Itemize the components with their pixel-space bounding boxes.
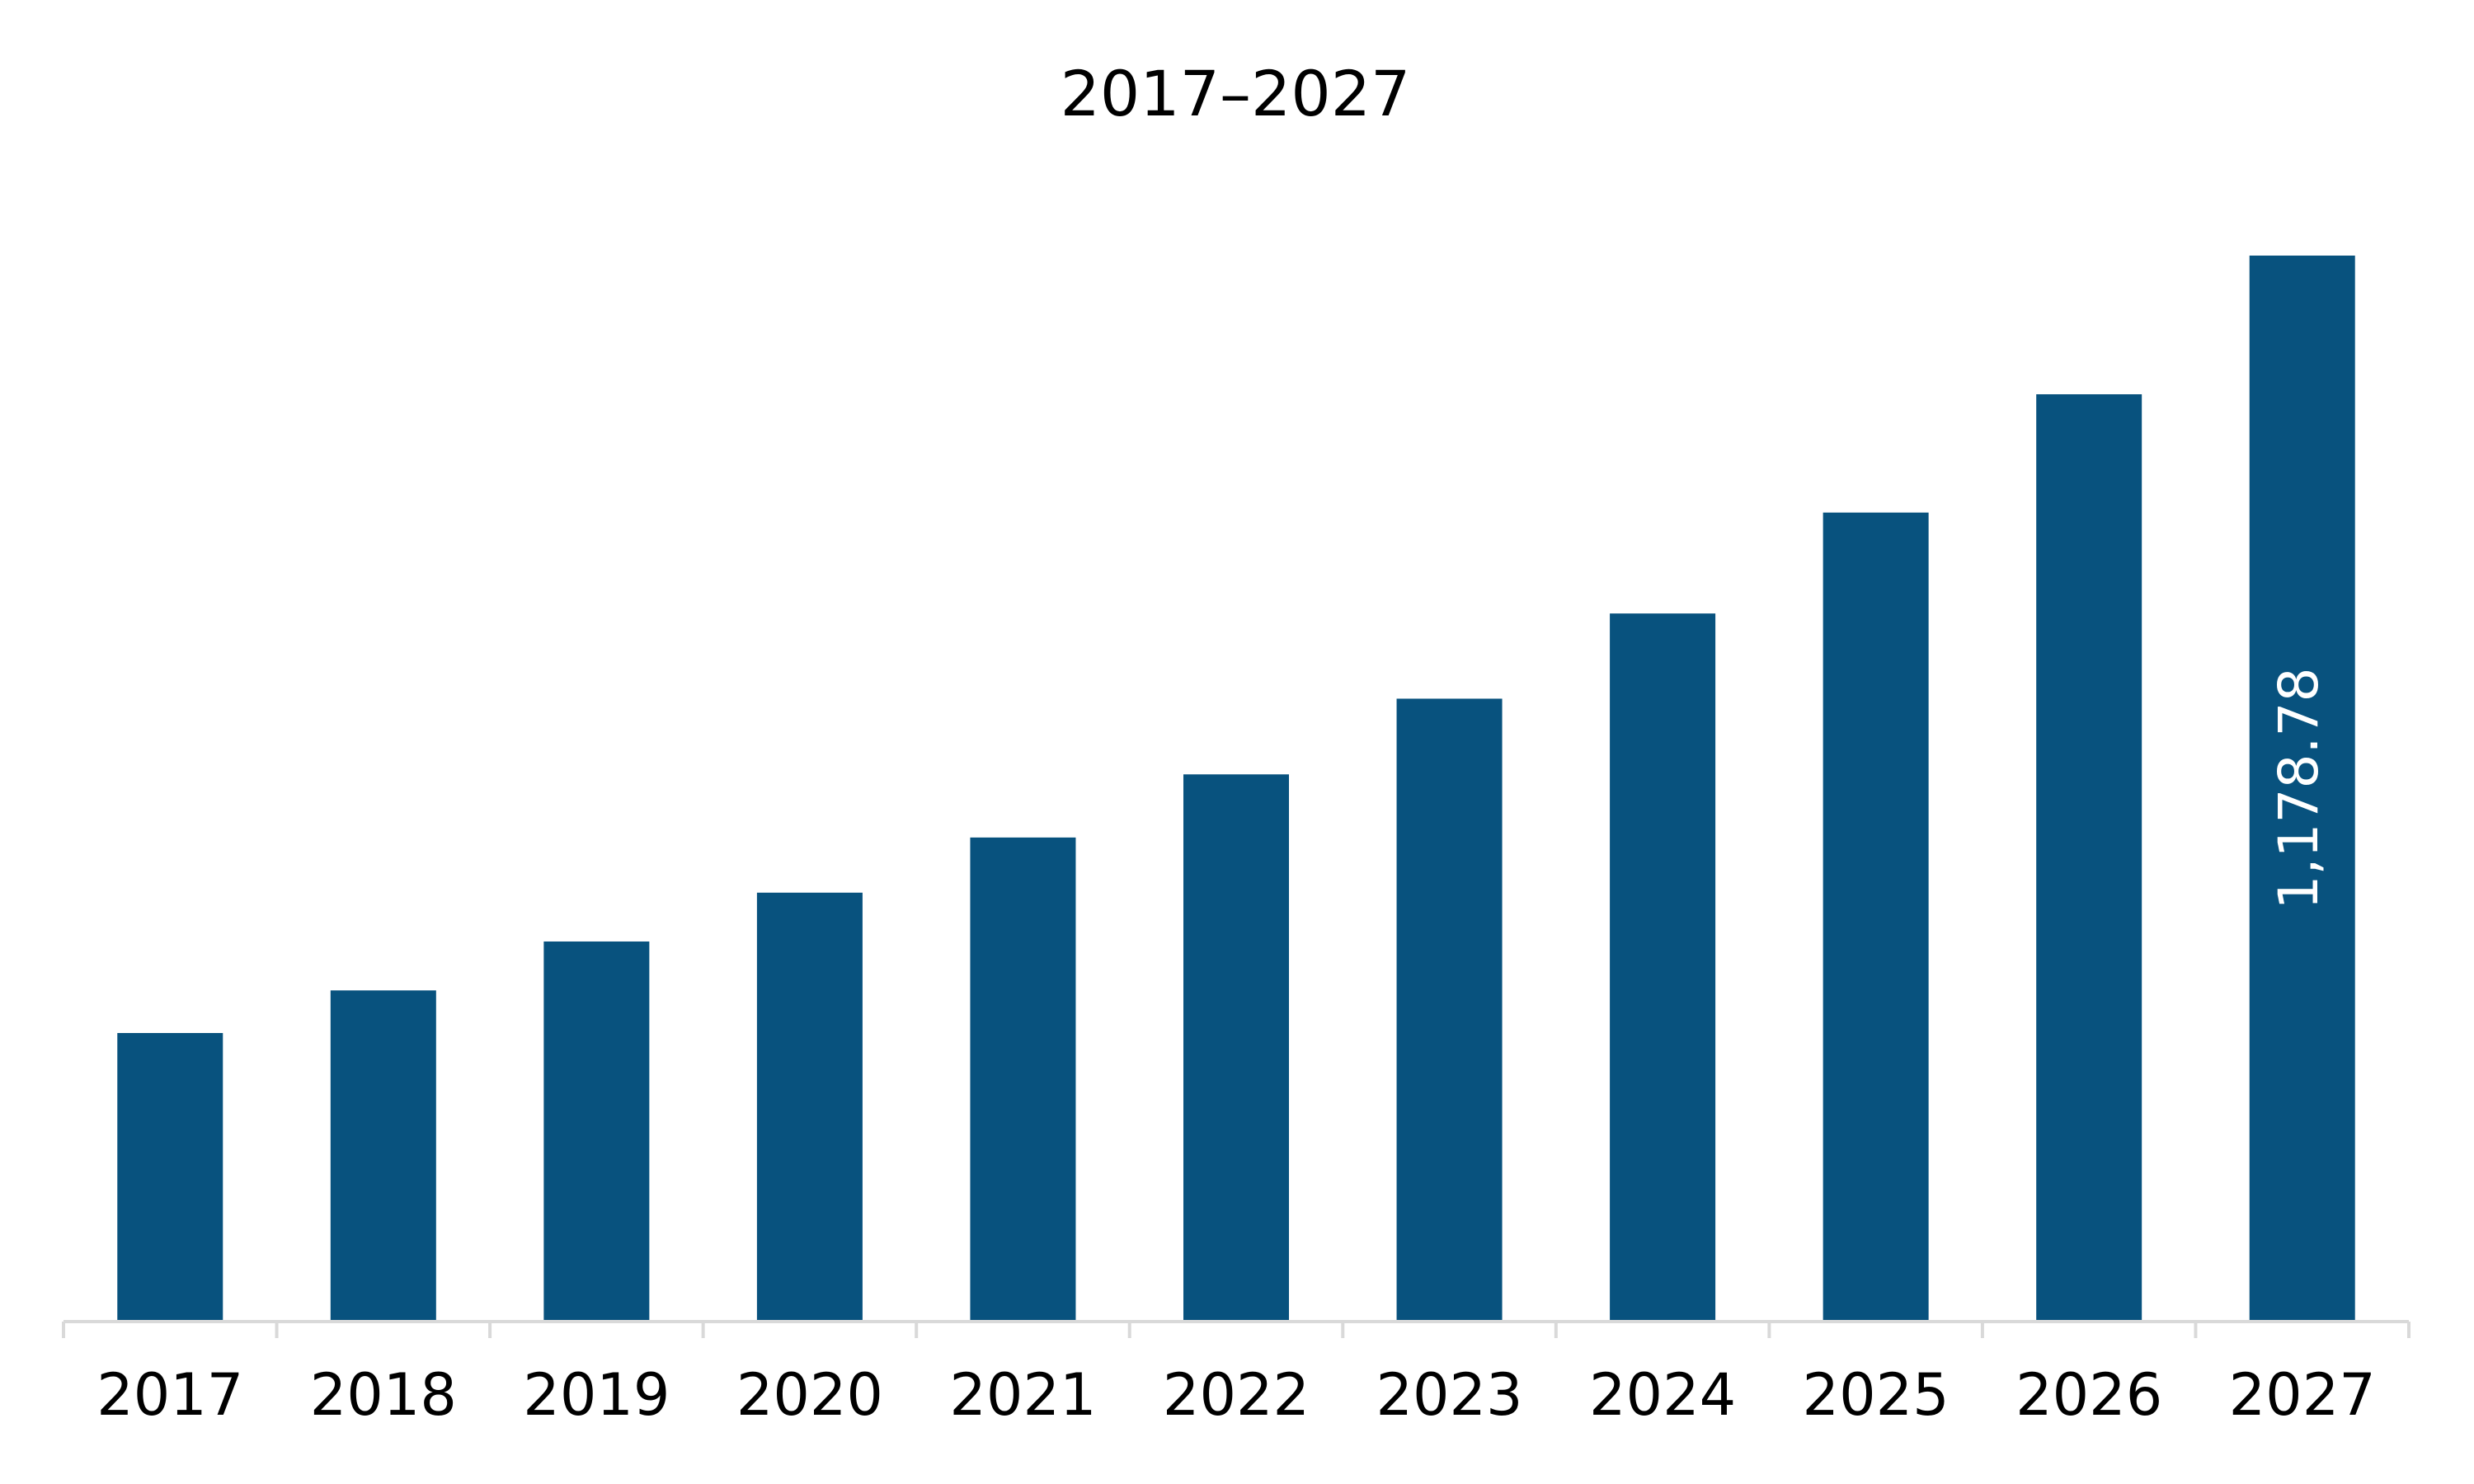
x-tick-label: 2023	[1376, 1361, 1522, 1429]
x-tick-label: 2022	[1163, 1361, 1310, 1429]
bar	[543, 941, 650, 1322]
x-tick-label: 2024	[1589, 1361, 1736, 1429]
x-tick-label: 2020	[736, 1361, 883, 1429]
bar	[330, 990, 436, 1322]
bar	[2036, 394, 2142, 1322]
chart-title: 2017–2027	[1061, 57, 1411, 130]
x-tick-label: 2025	[1803, 1361, 1950, 1429]
bar	[1183, 774, 1289, 1322]
bar	[117, 1032, 223, 1322]
bar	[756, 892, 863, 1322]
bar	[1396, 698, 1503, 1322]
x-tick-label: 2019	[523, 1361, 670, 1429]
x-tick-label: 2018	[310, 1361, 457, 1429]
x-tick-label: 2026	[2015, 1361, 2162, 1429]
x-tick-label: 2021	[949, 1361, 1096, 1429]
bar	[1610, 613, 1716, 1322]
x-tick-label: 2017	[96, 1361, 243, 1429]
bar	[2249, 256, 2355, 1322]
bar	[1823, 512, 1929, 1322]
x-tick-label: 2027	[2229, 1361, 2376, 1429]
bar	[970, 837, 1076, 1322]
value-label: 1,178.78	[2267, 668, 2331, 910]
